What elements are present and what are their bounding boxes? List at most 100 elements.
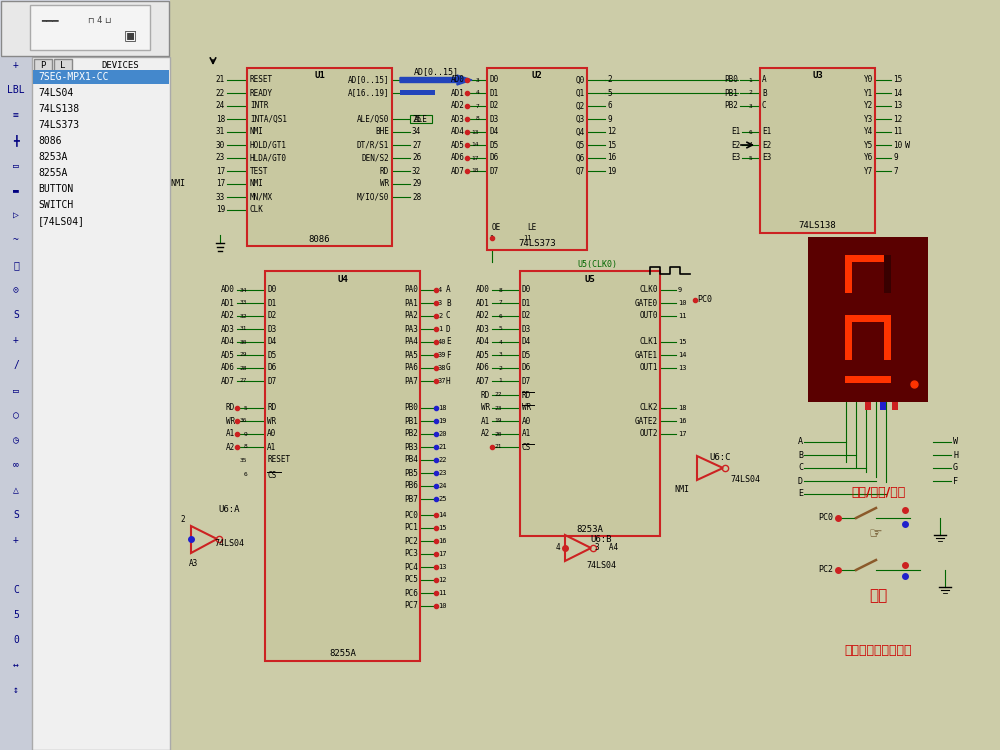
Text: 74LS04: 74LS04 [730, 476, 760, 484]
Bar [880, 402, 886, 410]
Text: ━━━: ━━━ [41, 15, 59, 25]
Text: 13: 13 [893, 101, 902, 110]
Text: E2: E2 [762, 140, 771, 149]
Text: A2: A2 [226, 442, 235, 452]
Text: D3: D3 [522, 325, 531, 334]
Bar [33, 70, 169, 84]
Text: AD5: AD5 [221, 350, 235, 359]
Text: U6:C: U6:C [709, 452, 731, 461]
Text: ⊓ 4 ⊔: ⊓ 4 ⊔ [88, 16, 112, 25]
Text: 15: 15 [438, 525, 446, 531]
Text: 74LS373: 74LS373 [518, 238, 556, 248]
Text: /: / [13, 360, 19, 370]
Text: 4: 4 [498, 340, 502, 344]
Text: AD5: AD5 [476, 350, 490, 359]
Text: Y7: Y7 [864, 166, 873, 176]
Text: Y1: Y1 [864, 88, 873, 98]
Text: D5: D5 [489, 140, 498, 149]
Text: 21: 21 [216, 76, 225, 85]
Text: AD[0..15]: AD[0..15] [347, 76, 389, 85]
Text: INTR: INTR [250, 101, 268, 110]
Text: 33: 33 [216, 193, 225, 202]
Text: D6: D6 [489, 154, 498, 163]
Text: 16: 16 [438, 538, 446, 544]
Text: 17: 17 [678, 431, 686, 437]
Text: HLDA/GT0: HLDA/GT0 [250, 154, 287, 163]
Text: WR: WR [380, 179, 389, 188]
Text: 17: 17 [472, 155, 479, 160]
Text: 27: 27 [412, 140, 421, 149]
Text: 35: 35 [240, 458, 247, 463]
Text: 74LS04: 74LS04 [38, 88, 73, 98]
Text: A1: A1 [226, 430, 235, 439]
Bar [845, 255, 852, 293]
Text: CS: CS [522, 442, 531, 452]
Text: PA5: PA5 [404, 350, 418, 359]
Text: 30: 30 [216, 140, 225, 149]
Text: 4: 4 [438, 287, 442, 293]
Text: PB6: PB6 [404, 482, 418, 490]
Text: D5: D5 [267, 350, 276, 359]
Text: MN/MX: MN/MX [250, 193, 273, 202]
Text: A1: A1 [522, 430, 531, 439]
Text: 11: 11 [893, 128, 902, 136]
Text: OUT0: OUT0 [640, 311, 658, 320]
Text: D0: D0 [489, 76, 498, 85]
Text: D4: D4 [522, 338, 531, 346]
Text: 8253A: 8253A [577, 524, 603, 533]
Text: CLK1: CLK1 [640, 338, 658, 346]
Text: 6: 6 [243, 472, 247, 478]
Text: B: B [762, 88, 767, 98]
Text: D7: D7 [489, 166, 498, 176]
Text: READY: READY [250, 88, 273, 98]
Text: 18: 18 [472, 169, 479, 173]
Text: ∞: ∞ [13, 460, 19, 470]
Text: D6: D6 [522, 364, 531, 373]
Text: WR: WR [267, 416, 276, 425]
Text: ALE/QS0: ALE/QS0 [357, 115, 389, 124]
Text: 24: 24 [216, 101, 225, 110]
Text: 38: 38 [438, 365, 446, 371]
Text: E3: E3 [731, 154, 740, 163]
Text: AD4: AD4 [451, 128, 465, 136]
Text: Q3: Q3 [576, 115, 585, 124]
Text: AD4: AD4 [476, 338, 490, 346]
Text: PC3: PC3 [404, 550, 418, 559]
Text: 19: 19 [438, 418, 446, 424]
Text: 0: 0 [13, 635, 19, 645]
Text: AD5: AD5 [451, 140, 465, 149]
Text: AD2: AD2 [451, 101, 465, 110]
Bar [400, 90, 435, 95]
Text: PA3: PA3 [404, 325, 418, 334]
Text: AD1: AD1 [451, 88, 465, 98]
Text: A[16..19]: A[16..19] [347, 88, 389, 98]
Text: 3: 3 [438, 300, 442, 306]
Text: 3: 3 [748, 104, 752, 109]
Bar [410, 115, 432, 123]
Text: W: W [953, 437, 958, 446]
Text: 16: 16 [678, 418, 686, 424]
Text: Y3: Y3 [864, 115, 873, 124]
Text: PC2: PC2 [404, 536, 418, 545]
Text: WR: WR [481, 404, 490, 412]
Text: 24: 24 [438, 483, 446, 489]
Text: CS: CS [267, 470, 276, 479]
Bar [1, 1, 169, 56]
Text: 32: 32 [240, 314, 247, 319]
Bar [170, 0, 1000, 750]
Text: RD: RD [226, 404, 235, 412]
Text: AD3: AD3 [476, 325, 490, 334]
Bar [884, 255, 891, 293]
Text: 7: 7 [475, 104, 479, 109]
Text: D0: D0 [522, 286, 531, 295]
Text: E1: E1 [731, 128, 740, 136]
Text: 21: 21 [494, 445, 502, 449]
Text: 2: 2 [498, 365, 502, 370]
Text: AD2: AD2 [221, 311, 235, 320]
Text: 28: 28 [240, 365, 247, 370]
Text: 2: 2 [748, 91, 752, 95]
Text: 13: 13 [438, 564, 446, 570]
Text: P: P [40, 62, 46, 70]
Text: AD3: AD3 [221, 325, 235, 334]
Text: 5: 5 [498, 326, 502, 332]
